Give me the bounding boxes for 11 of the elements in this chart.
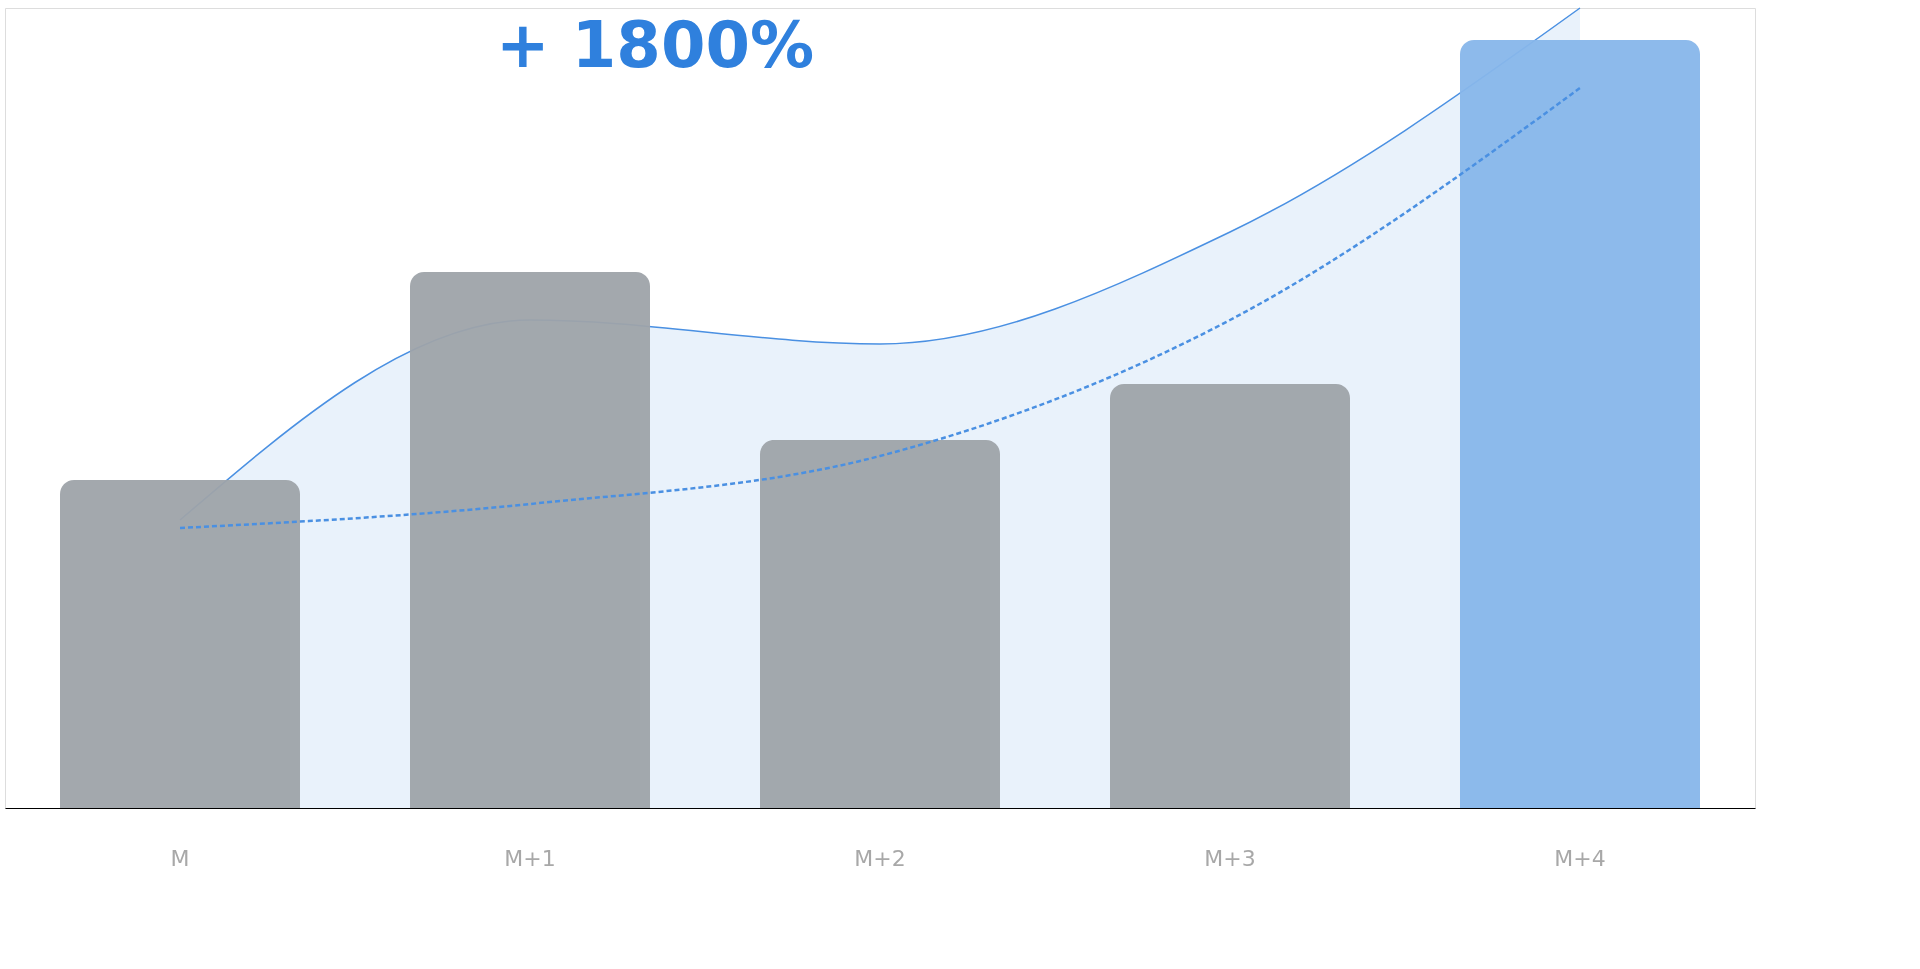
bar — [760, 440, 1000, 808]
bar — [1460, 40, 1700, 808]
bar — [60, 480, 300, 808]
x-tick-label: M+3 — [1204, 845, 1256, 871]
bar — [1110, 384, 1350, 808]
x-tick-label: M — [170, 845, 190, 871]
x-tick-label: M+2 — [854, 845, 906, 871]
x-tick-label: M+1 — [504, 845, 556, 871]
bar — [410, 272, 650, 808]
x-tick-label: M+4 — [1554, 845, 1606, 871]
annotation: + 1800% — [495, 8, 815, 82]
